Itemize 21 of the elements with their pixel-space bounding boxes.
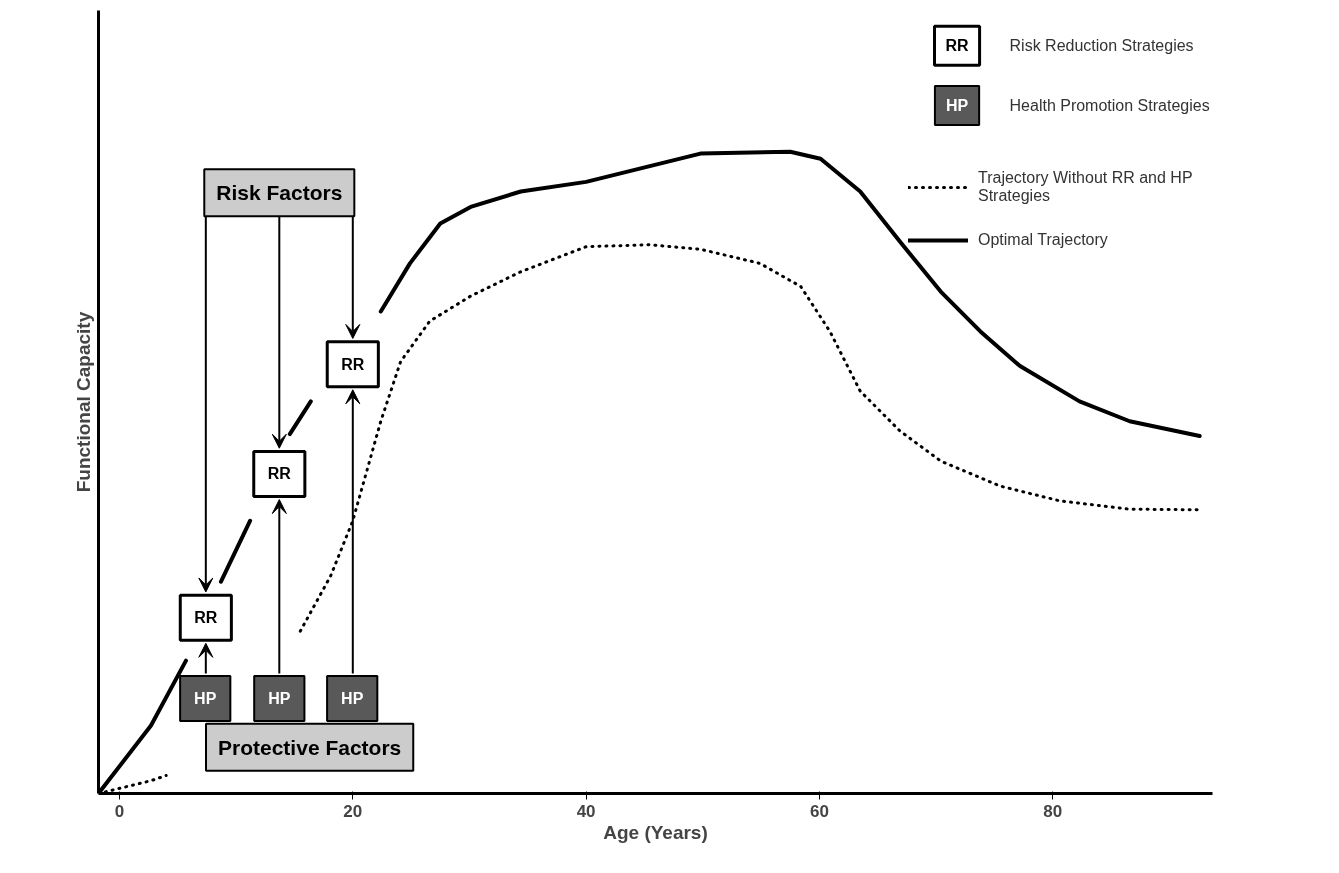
x-tick-label: 20 bbox=[343, 801, 363, 821]
annotation: Protective Factors bbox=[218, 735, 402, 759]
annotation: Risk Factors bbox=[216, 181, 343, 205]
x-tick-label: 60 bbox=[809, 801, 829, 821]
y-axis-title: Functional Capacity bbox=[72, 311, 94, 493]
x-axis-title: Age (Years) bbox=[603, 821, 708, 843]
annotation: RR bbox=[267, 465, 292, 483]
annotation: HP bbox=[268, 690, 291, 708]
annotation: HP bbox=[194, 690, 217, 708]
text: RR bbox=[945, 37, 970, 55]
annotation: RR bbox=[194, 609, 218, 627]
legend-label: Trajectory Without RR and HP Strategies bbox=[978, 169, 1194, 205]
annotation: RR bbox=[341, 355, 365, 373]
legend-label: Optimal Trajectory bbox=[978, 231, 1109, 249]
text: Risk Reduction Strategies bbox=[1009, 37, 1194, 55]
text: HP bbox=[945, 96, 969, 114]
x-tick-label: 80 bbox=[1043, 801, 1063, 821]
text: Health Promotion Strategies bbox=[1009, 96, 1210, 114]
x-tick-label: 0 bbox=[114, 801, 125, 821]
x-tick-label: 40 bbox=[576, 801, 596, 821]
annotation: HP bbox=[341, 690, 364, 708]
